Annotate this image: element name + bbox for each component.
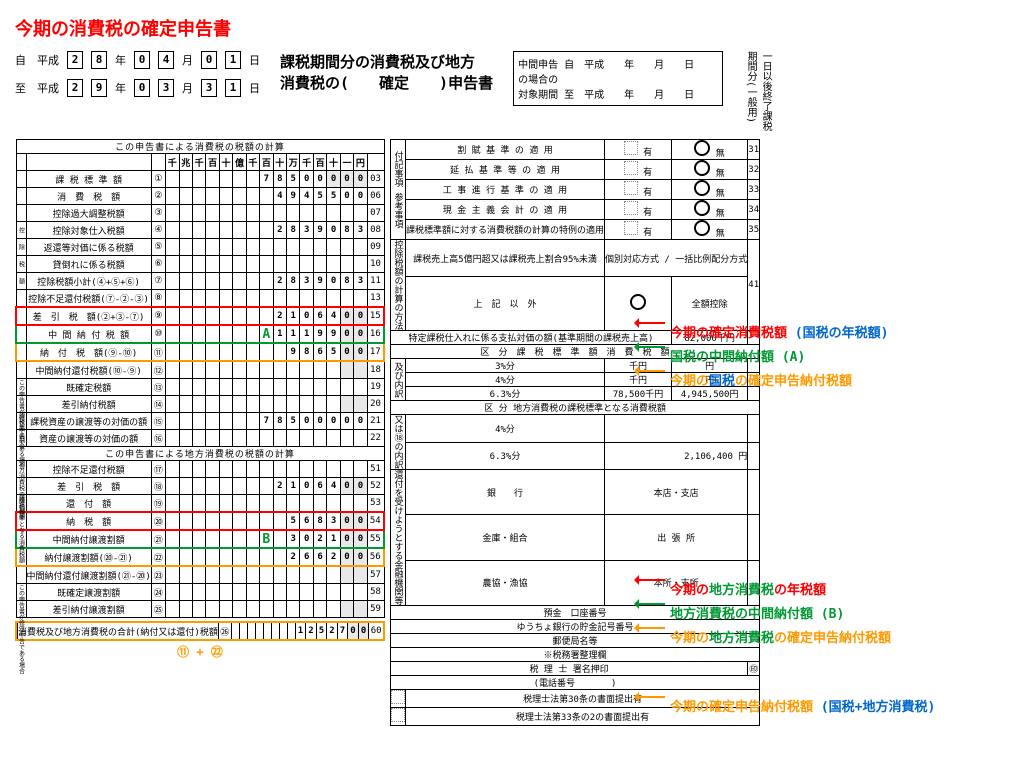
tax-row: 差引納付税額⑭20 [16,396,384,413]
annotation: 今期の地方消費税の確定申告納付税額 [635,624,1005,677]
tax-row: 額控除税額小計(④+⑤+⑥)⑦283908311 [16,273,384,290]
tax-row: 消 費 税 額②494550006 [16,188,384,205]
tax-row: 税貸倒れに係る税額⑥10 [16,256,384,273]
tax-row: 差引納付譲渡割額㉕59 [16,601,384,618]
annotation-column: 今期の確定消費税額 (国税の年税額)国税の中間納付額 (A)今期の国税の確定申告… [635,139,1005,717]
annotation: 今期の確定消費税額 (国税の年税額) [635,319,1005,342]
from-label: 自 平成 [15,52,59,68]
tax-row: 除返還等対価に係る税額⑤09 [16,239,384,256]
to-label: 至 平成 [15,80,59,96]
tax-row: 中間納付還付税額(⑩-⑨)⑫18 [16,361,384,379]
tax-row: 資産の譲渡等の対価の額⑯22 [16,430,384,447]
tax-row: 課税売上割合課税資産の譲渡等の対価の額⑮7850000021 [16,413,384,430]
tax-row: この申告書が修正申告である場合既確定税額⑬19 [16,379,384,396]
tax-row: この申告書が修正申告である場合既確定譲渡割額㉔58 [16,584,384,601]
form-title-block: 課税期間分の消費税及び地方 消費税の( 確定 )申告書 [280,51,493,93]
footnote: ⑪ + ㉒ [15,641,385,660]
tax-row: 課 税 標 準 額①7850000003 [16,171,384,188]
tax-row: 控控除対象仕入税額④283908308 [16,222,384,239]
tax-row: 差 引 税 額(②+③-⑦)⑨210640015 [16,307,384,325]
annotation: 今期の確定申告納付税額 (国税+地方消費税) [635,693,1005,716]
y1: 2 [67,51,83,69]
tax-row: 納付譲渡割額(⑳-㉑)㉒26620056 [16,548,384,566]
interim-period-box: 中間申告 自 平成 年 月 日 の場合の 対象期間 至 平成 年 月 日 [513,51,723,106]
annotation: 今期の国税の確定申告納付税額 [635,367,1005,420]
vertical-side-label: 一日以後終了課税期間分(一般用) [743,51,773,131]
section2-header: この申告書による地方消費税の税額の計算 [16,447,384,461]
tax-calc-table: この申告書による消費税の税額の計算 千兆千百十億千百十万千百十一円 課 税 標 … [15,139,385,618]
tax-row: 中 間 納 付 税 額⑩A111990016 [16,325,384,343]
section1-header: この申告書による消費税の税額の計算 [16,140,384,154]
period-block: 自 平成 28年 04月 01日 至 平成 29年 03月 31日 [15,51,260,101]
tax-row: 納 付 税 額(⑨-⑩)⑪98650017 [16,343,384,361]
tax-row: 控除不足還付税額(⑦-②-③)⑧13 [16,290,384,308]
page-title: 今期の消費税の確定申告書 [15,15,1009,41]
tax-row: 中間納付譲渡割額㉑B30210055 [16,530,384,548]
annotation: 地方消費税の中間納付額 (B) [635,600,1005,623]
annotation: 今期の地方消費税の年税額 [635,576,1005,599]
tax-row: 中間納付還付譲渡割額(㉑-⑳)㉓57 [16,566,384,584]
tax-row: 地方消費税の課税標準となる消費税額控除不足還付税額⑰51 [16,461,384,478]
tax-row: 納 税 額⑳56830054 [16,512,384,530]
tax-row: 譲渡割額還 付 額⑲53 [16,495,384,513]
annotation: 国税の中間納付額 (A) [635,343,1005,366]
total-table: 消費税及び地方消費税の合計(納付又は還付)税額㉖125270060 [15,621,385,641]
tax-row: 差 引 税 額⑱210640052 [16,478,384,495]
tax-row: 消費税及び地方消費税の合計(納付又は還付)税額㉖125270060 [16,622,384,640]
tax-row: 控除過大調整税額③07 [16,205,384,222]
